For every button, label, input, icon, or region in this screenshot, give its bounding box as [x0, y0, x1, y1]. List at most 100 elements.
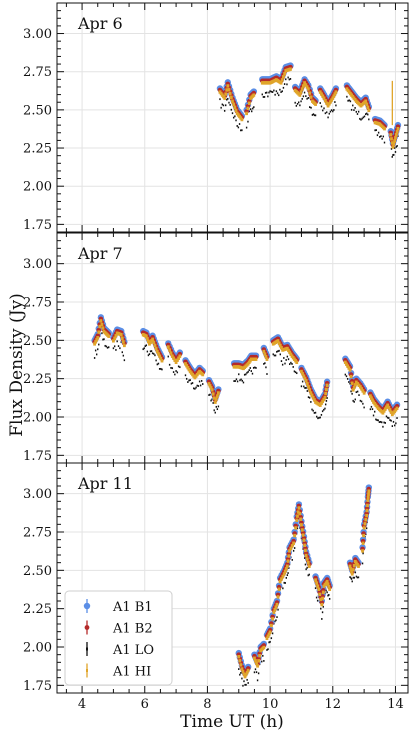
point-a1-lo: [246, 371, 248, 374]
point-a1-lo: [354, 107, 356, 109]
legend-box: [64, 590, 173, 686]
data-segment: [367, 389, 401, 428]
point-a1-lo: [184, 374, 187, 377]
point-a1-hi: [362, 526, 366, 530]
point-a1-hi: [265, 636, 269, 640]
point-a1-lo: [234, 115, 236, 118]
point-a1-lo: [300, 100, 302, 103]
point-a1-hi: [262, 645, 266, 650]
point-a1-lo: [121, 351, 123, 354]
point-a1-hi: [326, 582, 330, 586]
point-a1-hi: [365, 513, 369, 518]
point-a1-hi: [178, 354, 182, 358]
point-a1-lo: [321, 410, 324, 413]
data-segment: [235, 649, 252, 687]
point-a1-lo: [345, 375, 348, 378]
point-a1-lo: [262, 654, 264, 657]
point-a1-lo: [305, 568, 307, 571]
point-a1-hi: [185, 364, 189, 368]
point-a1-lo: [288, 567, 290, 569]
legend-label: A1 HI: [112, 665, 151, 680]
point-a1-lo: [268, 91, 270, 94]
point-a1-lo: [393, 153, 395, 156]
point-a1-lo: [209, 393, 211, 396]
point-a1-hi: [325, 387, 328, 392]
point-a1-hi: [264, 354, 268, 359]
point-a1-lo: [277, 350, 279, 353]
point-a1-lo: [202, 383, 204, 385]
point-a1-hi: [210, 388, 214, 392]
point-a1-lo: [350, 578, 353, 580]
point-a1-lo: [255, 671, 258, 674]
point-a1-hi: [166, 345, 170, 349]
point-a1-hi: [383, 126, 386, 131]
point-a1-lo: [102, 338, 104, 341]
data-segment: [216, 79, 246, 132]
data-segment: [359, 484, 373, 565]
point-a1-hi: [201, 372, 205, 377]
y-tick-label: 3.00: [23, 487, 52, 502]
point-a1-hi: [300, 87, 304, 91]
point-a1-lo: [271, 632, 274, 635]
point-a1-lo: [308, 106, 311, 109]
point-a1-hi: [247, 101, 251, 105]
point-a1-lo: [250, 370, 253, 372]
point-a1-hi: [321, 94, 325, 98]
point-a1-lo: [229, 103, 231, 106]
point-a1-lo: [322, 109, 324, 112]
data-segment: [263, 501, 313, 651]
point-a1-lo: [267, 648, 269, 651]
point-a1-hi: [113, 336, 117, 340]
point-a1-lo: [268, 641, 270, 644]
point-a1-hi: [366, 503, 369, 508]
point-a1-hi: [308, 91, 312, 95]
point-a1-hi: [322, 96, 326, 100]
point-a1-lo: [280, 360, 283, 362]
y-tick-label: 1.75: [23, 449, 52, 464]
point-a1-hi: [212, 396, 216, 400]
point-a1-lo: [254, 668, 257, 671]
point-a1-lo: [346, 95, 348, 98]
point-a1-lo: [307, 97, 310, 99]
point-a1-hi: [303, 81, 306, 85]
y-tick-label: 3.00: [23, 27, 52, 42]
point-a1-lo: [287, 76, 289, 79]
point-a1-lo: [294, 371, 297, 374]
point-a1-hi: [114, 334, 118, 338]
point-a1-lo: [378, 421, 381, 423]
point-a1-lo: [249, 367, 251, 369]
point-a1-lo: [328, 597, 331, 600]
point-a1-lo: [274, 354, 277, 357]
point-a1-lo: [158, 367, 161, 370]
point-a1-lo: [235, 119, 237, 122]
point-a1-lo: [320, 607, 322, 610]
point-a1-lo: [359, 117, 361, 120]
point-a1-hi: [305, 85, 309, 89]
point-a1-hi: [287, 554, 291, 558]
point-a1-hi: [331, 96, 335, 100]
point-a1-hi: [159, 356, 163, 361]
point-a1-hi: [334, 90, 338, 94]
point-a1-lo: [273, 89, 275, 92]
point-a1-lo: [372, 414, 375, 417]
point-a1-lo: [278, 94, 280, 97]
point-a1-lo: [98, 343, 100, 346]
point-a1-lo: [157, 362, 160, 365]
point-a1-hi: [382, 409, 386, 413]
point-a1-lo: [355, 575, 358, 578]
point-a1-hi: [174, 360, 178, 364]
point-a1-hi: [289, 546, 293, 551]
point-a1-lo: [382, 135, 385, 138]
point-a1-hi: [367, 108, 371, 113]
point-a1-hi: [268, 630, 272, 634]
point-a1-lo: [308, 396, 311, 399]
point-a1-lo: [266, 649, 268, 651]
point-a1-hi: [296, 510, 300, 514]
point-a1-lo: [253, 671, 256, 674]
point-a1-lo: [347, 99, 349, 102]
point-a1-hi: [288, 549, 291, 553]
point-a1-hi: [363, 522, 367, 526]
point-a1-lo: [326, 591, 328, 594]
point-a1-hi: [170, 354, 174, 358]
point-a1-hi: [329, 100, 332, 104]
